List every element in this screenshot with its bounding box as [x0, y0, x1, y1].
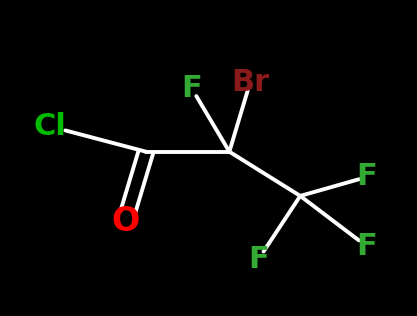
Text: F: F [357, 232, 377, 261]
Text: F: F [181, 74, 202, 103]
Text: F: F [248, 245, 269, 274]
Text: F: F [357, 162, 377, 191]
Text: O: O [111, 205, 139, 238]
Text: Cl: Cl [34, 112, 66, 141]
Text: Br: Br [231, 68, 269, 97]
